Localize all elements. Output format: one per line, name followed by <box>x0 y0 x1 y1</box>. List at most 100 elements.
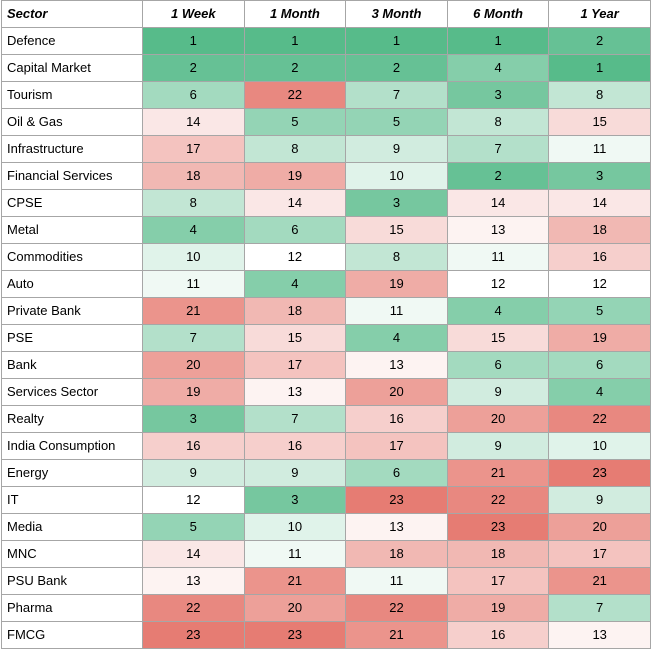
rank-cell-1-year: 23 <box>548 459 651 487</box>
rank-cell-3-month: 5 <box>345 108 448 136</box>
table-row: Infrastructure 17 8 9 7 11 <box>1 135 651 163</box>
rank-cell-1-year: 8 <box>548 81 651 109</box>
header-sector: Sector <box>1 0 143 28</box>
rank-cell-1-week: 12 <box>142 486 245 514</box>
rank-cell-1-year: 21 <box>548 567 651 595</box>
sector-name: Media <box>1 513 143 541</box>
table-row: CPSE 8 14 3 14 14 <box>1 189 651 217</box>
header-1-month: 1 Month <box>243 0 347 28</box>
rank-cell-6-month: 21 <box>446 459 550 487</box>
rank-cell-6-month: 9 <box>446 378 550 406</box>
rank-cell-1-week: 10 <box>142 243 245 271</box>
table-row: MNC 14 11 18 18 17 <box>1 540 651 568</box>
rank-cell-1-week: 3 <box>142 405 245 433</box>
rank-cell-6-month: 6 <box>446 351 550 379</box>
rank-cell-1-year: 12 <box>548 270 651 298</box>
rank-cell-1-week: 22 <box>142 594 245 622</box>
rank-cell-1-month: 20 <box>243 594 347 622</box>
rank-cell-6-month: 11 <box>446 243 550 271</box>
rank-cell-6-month: 15 <box>446 324 550 352</box>
rank-cell-1-month: 8 <box>243 135 347 163</box>
rank-cell-1-year: 14 <box>548 189 651 217</box>
rank-cell-6-month: 20 <box>446 405 550 433</box>
rank-cell-3-month: 18 <box>345 540 448 568</box>
rank-cell-3-month: 1 <box>345 27 448 55</box>
sector-name: MNC <box>1 540 143 568</box>
sector-name: CPSE <box>1 189 143 217</box>
header-1-year: 1 Year <box>548 0 651 28</box>
rank-cell-3-month: 7 <box>345 81 448 109</box>
sector-name: Capital Market <box>1 54 143 82</box>
sector-name: Private Bank <box>1 297 143 325</box>
rank-cell-3-month: 8 <box>345 243 448 271</box>
rank-cell-1-year: 6 <box>548 351 651 379</box>
rank-cell-1-week: 8 <box>142 189 245 217</box>
table-row: Capital Market 2 2 2 4 1 <box>1 54 651 82</box>
sector-name: PSU Bank <box>1 567 143 595</box>
rank-cell-1-month: 7 <box>243 405 347 433</box>
rank-cell-3-month: 23 <box>345 486 448 514</box>
rank-cell-1-month: 14 <box>243 189 347 217</box>
rank-cell-3-month: 13 <box>345 513 448 541</box>
rank-cell-6-month: 19 <box>446 594 550 622</box>
table-row: Oil & Gas 14 5 5 8 15 <box>1 108 651 136</box>
rank-cell-1-week: 6 <box>142 81 245 109</box>
table-row: Pharma 22 20 22 19 7 <box>1 594 651 622</box>
rank-cell-3-month: 22 <box>345 594 448 622</box>
rank-cell-1-month: 4 <box>243 270 347 298</box>
rank-cell-6-month: 7 <box>446 135 550 163</box>
rank-cell-1-month: 6 <box>243 216 347 244</box>
rank-cell-6-month: 14 <box>446 189 550 217</box>
rank-cell-3-month: 17 <box>345 432 448 460</box>
sector-name: Commodities <box>1 243 143 271</box>
rank-cell-1-month: 22 <box>243 81 347 109</box>
rank-cell-3-month: 6 <box>345 459 448 487</box>
sector-name: Bank <box>1 351 143 379</box>
rank-cell-1-week: 5 <box>142 513 245 541</box>
rank-cell-1-month: 3 <box>243 486 347 514</box>
table-row: Tourism 6 22 7 3 8 <box>1 81 651 109</box>
rank-cell-1-week: 23 <box>142 621 245 649</box>
rank-cell-6-month: 4 <box>446 297 550 325</box>
rank-cell-1-month: 19 <box>243 162 347 190</box>
sector-name: Realty <box>1 405 143 433</box>
table-row: Commodities 10 12 8 11 16 <box>1 243 651 271</box>
rank-cell-1-month: 9 <box>243 459 347 487</box>
rank-cell-6-month: 17 <box>446 567 550 595</box>
rank-cell-1-month: 11 <box>243 540 347 568</box>
rank-cell-1-year: 16 <box>548 243 651 271</box>
rank-cell-6-month: 1 <box>446 27 550 55</box>
rank-cell-1-year: 13 <box>548 621 651 649</box>
rank-cell-1-week: 17 <box>142 135 245 163</box>
rank-cell-3-month: 4 <box>345 324 448 352</box>
rank-cell-1-month: 17 <box>243 351 347 379</box>
sector-name: Services Sector <box>1 378 143 406</box>
rank-cell-1-year: 9 <box>548 486 651 514</box>
rank-cell-1-year: 17 <box>548 540 651 568</box>
rank-cell-1-year: 10 <box>548 432 651 460</box>
table-row: India Consumption 16 16 17 9 10 <box>1 432 651 460</box>
table-row: PSE 7 15 4 15 19 <box>1 324 651 352</box>
rank-cell-1-year: 5 <box>548 297 651 325</box>
rank-cell-6-month: 3 <box>446 81 550 109</box>
table-row: PSU Bank 13 21 11 17 21 <box>1 567 651 595</box>
rank-cell-1-week: 19 <box>142 378 245 406</box>
sector-name: Metal <box>1 216 143 244</box>
rank-cell-6-month: 12 <box>446 270 550 298</box>
rank-cell-1-year: 4 <box>548 378 651 406</box>
rank-cell-1-week: 14 <box>142 540 245 568</box>
rank-cell-6-month: 23 <box>446 513 550 541</box>
rank-cell-3-month: 15 <box>345 216 448 244</box>
rank-cell-3-month: 3 <box>345 189 448 217</box>
rank-cell-1-month: 10 <box>243 513 347 541</box>
rank-cell-1-week: 16 <box>142 432 245 460</box>
rank-cell-6-month: 8 <box>446 108 550 136</box>
rank-cell-1-week: 14 <box>142 108 245 136</box>
rank-cell-6-month: 13 <box>446 216 550 244</box>
table-row: Financial Services 18 19 10 2 3 <box>1 162 651 190</box>
rank-cell-1-year: 1 <box>548 54 651 82</box>
table-row: Private Bank 21 18 11 4 5 <box>1 297 651 325</box>
rank-cell-3-month: 2 <box>345 54 448 82</box>
rank-cell-1-week: 9 <box>142 459 245 487</box>
